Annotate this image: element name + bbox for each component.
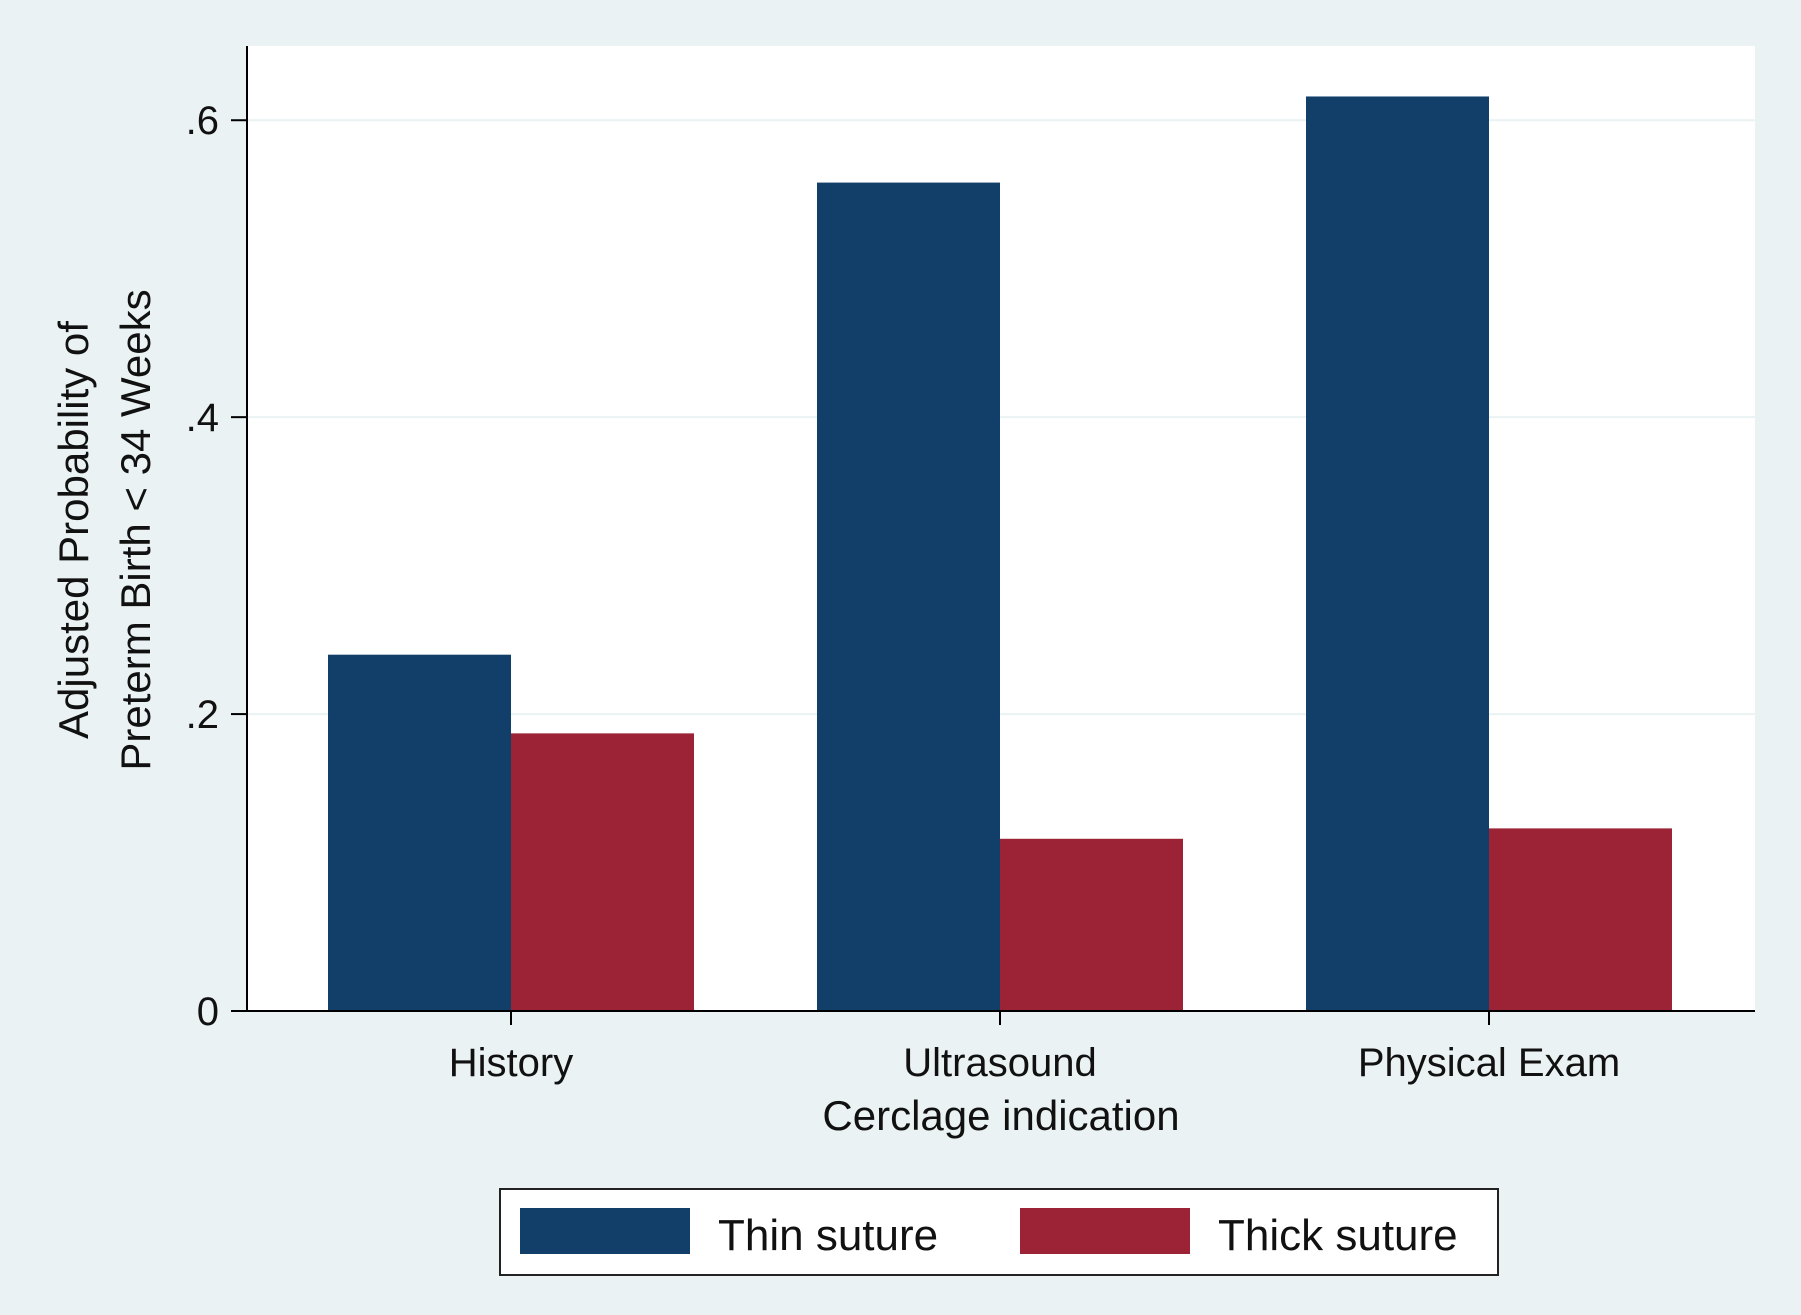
- x-ticks: History Ultrasound Physical Exam: [449, 1011, 1620, 1085]
- x-tick-label: Ultrasound: [903, 1041, 1096, 1085]
- legend-swatch-thick-suture: [1020, 1208, 1190, 1254]
- bar-thick-suture-physical-exam: [1489, 828, 1672, 1011]
- y-tick-label: .2: [186, 693, 219, 737]
- x-axis-title: Cerclage indication: [822, 1092, 1179, 1139]
- y-axis-title-line-2: Preterm Birth < 34 Weeks: [112, 289, 159, 770]
- bar-thick-suture-history: [511, 733, 694, 1011]
- y-tick-label: .4: [186, 396, 219, 440]
- bar-thin-suture-ultrasound: [817, 182, 1000, 1012]
- legend-label-thick-suture: Thick suture: [1218, 1211, 1458, 1260]
- y-tick-label: 0: [197, 990, 219, 1034]
- x-tick-label: History: [449, 1041, 573, 1085]
- legend: Thin suture Thick suture: [499, 1188, 1499, 1276]
- bar-thin-suture-history: [328, 654, 511, 1011]
- legend-swatch-thin-suture: [520, 1208, 690, 1254]
- legend-label-thin-suture: Thin suture: [718, 1211, 938, 1260]
- bar-thin-suture-physical-exam: [1306, 96, 1489, 1011]
- y-axis-title-line-1: Adjusted Probability of: [50, 321, 97, 739]
- bars: [328, 96, 1672, 1012]
- x-tick-label: Physical Exam: [1358, 1041, 1620, 1085]
- bar-thick-suture-ultrasound: [1000, 838, 1183, 1011]
- y-tick-label: .6: [186, 99, 219, 143]
- y-axis-title: Adjusted Probability of Preterm Birth < …: [50, 289, 159, 770]
- y-ticks: 0 .2 .4 .6: [186, 99, 247, 1034]
